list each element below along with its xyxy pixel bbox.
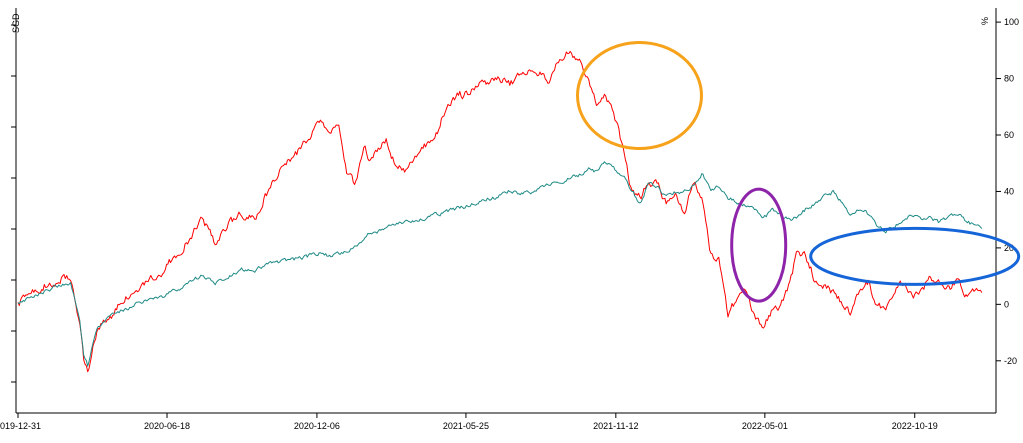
right-axis: 100 80 60 40 20 0 -20 (995, 8, 1019, 413)
right-tick-label: 100 (1004, 17, 1019, 27)
right-tick-label: 80 (1004, 74, 1014, 84)
annotations (576, 41, 1021, 303)
x-tick-label: 2020-12-06 (294, 421, 340, 431)
right-axis-title: % (980, 17, 990, 25)
x-tick-label: 2019-12-31 (0, 421, 41, 431)
right-tick-label: 0 (1004, 299, 1009, 309)
right-tick-label: 60 (1004, 130, 1014, 140)
x-axis: 2019-12-31 2020-06-18 2020-12-06 2021-05-25… (0, 412, 996, 431)
right-tick-label: -20 (1004, 356, 1017, 366)
annotation-ellipse-blue (809, 226, 1021, 286)
annotation-ellipse-purple (730, 187, 788, 303)
x-tick-label: 2021-05-25 (443, 421, 489, 431)
series-line-teal (17, 161, 983, 367)
series-line-red (17, 50, 983, 373)
annotation-ellipse-orange (576, 41, 703, 150)
left-axis (11, 8, 17, 413)
x-tick-label: 2021-11-12 (593, 421, 638, 431)
x-tick-label: 2020-06-18 (144, 421, 190, 431)
right-tick-label: 20 (1004, 243, 1014, 253)
x-tick-label: 2022-10-19 (892, 421, 938, 431)
left-axis-title: SGD (11, 13, 21, 33)
x-tick-label: 2022-05-01 (742, 421, 788, 431)
series-lines (17, 50, 983, 373)
right-tick-label: 40 (1004, 186, 1014, 196)
